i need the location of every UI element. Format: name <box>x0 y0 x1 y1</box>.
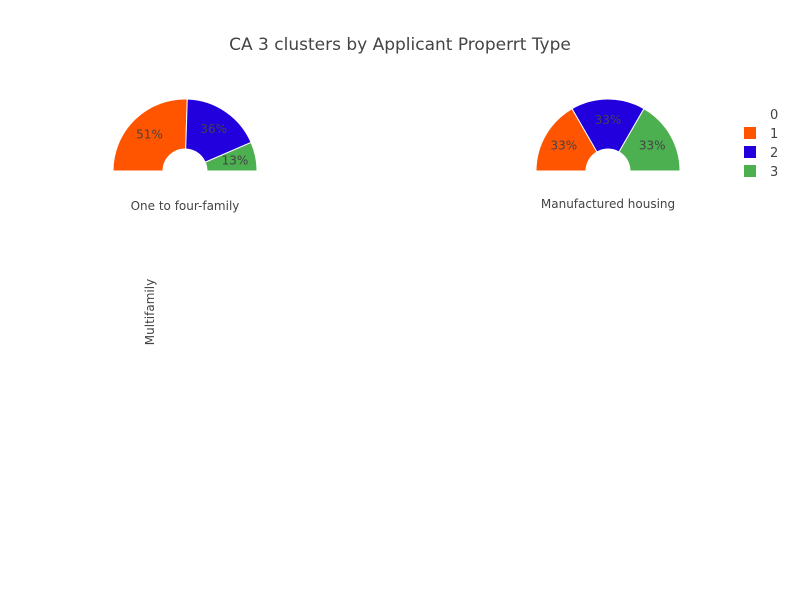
pie-slice-cluster-1 <box>535 107 598 172</box>
slice-label: 13% <box>222 154 249 168</box>
pie-slice-cluster-3 <box>618 107 681 172</box>
pie-slice-cluster-1 <box>112 98 188 172</box>
slice-label: 33% <box>639 139 666 153</box>
legend-label-1[interactable]: 1 <box>770 127 778 142</box>
pie-title-multifamily: Multifamily <box>143 279 157 345</box>
pie-slice-cluster-2 <box>571 98 645 153</box>
slice-label: 36% <box>200 122 227 136</box>
legend-swatch-0[interactable] <box>744 108 756 120</box>
chart-title: CA 3 clusters by Applicant Properrt Type <box>229 35 571 55</box>
pie-manufactured-housing: 33% 33% 33% <box>535 98 681 172</box>
pie-title-manufactured-housing: Manufactured housing <box>541 197 675 211</box>
slice-label: 51% <box>136 127 163 141</box>
legend-swatch-2[interactable] <box>744 146 756 158</box>
pie-slice-cluster-2 <box>185 98 252 163</box>
legend: 0 1 2 3 <box>744 108 778 180</box>
pie-title-one-to-four-family: One to four-family <box>131 199 240 213</box>
legend-label-3[interactable]: 3 <box>770 165 778 180</box>
legend-label-0[interactable]: 0 <box>770 108 778 123</box>
slice-label: 33% <box>595 113 622 127</box>
legend-swatch-1[interactable] <box>744 127 756 139</box>
slice-label: 33% <box>550 139 577 153</box>
legend-label-2[interactable]: 2 <box>770 146 778 161</box>
pie-one-to-four-family: 51% 36% 13% <box>112 98 258 172</box>
pie-slice-cluster-3 <box>204 141 258 172</box>
legend-swatch-3[interactable] <box>744 165 756 177</box>
